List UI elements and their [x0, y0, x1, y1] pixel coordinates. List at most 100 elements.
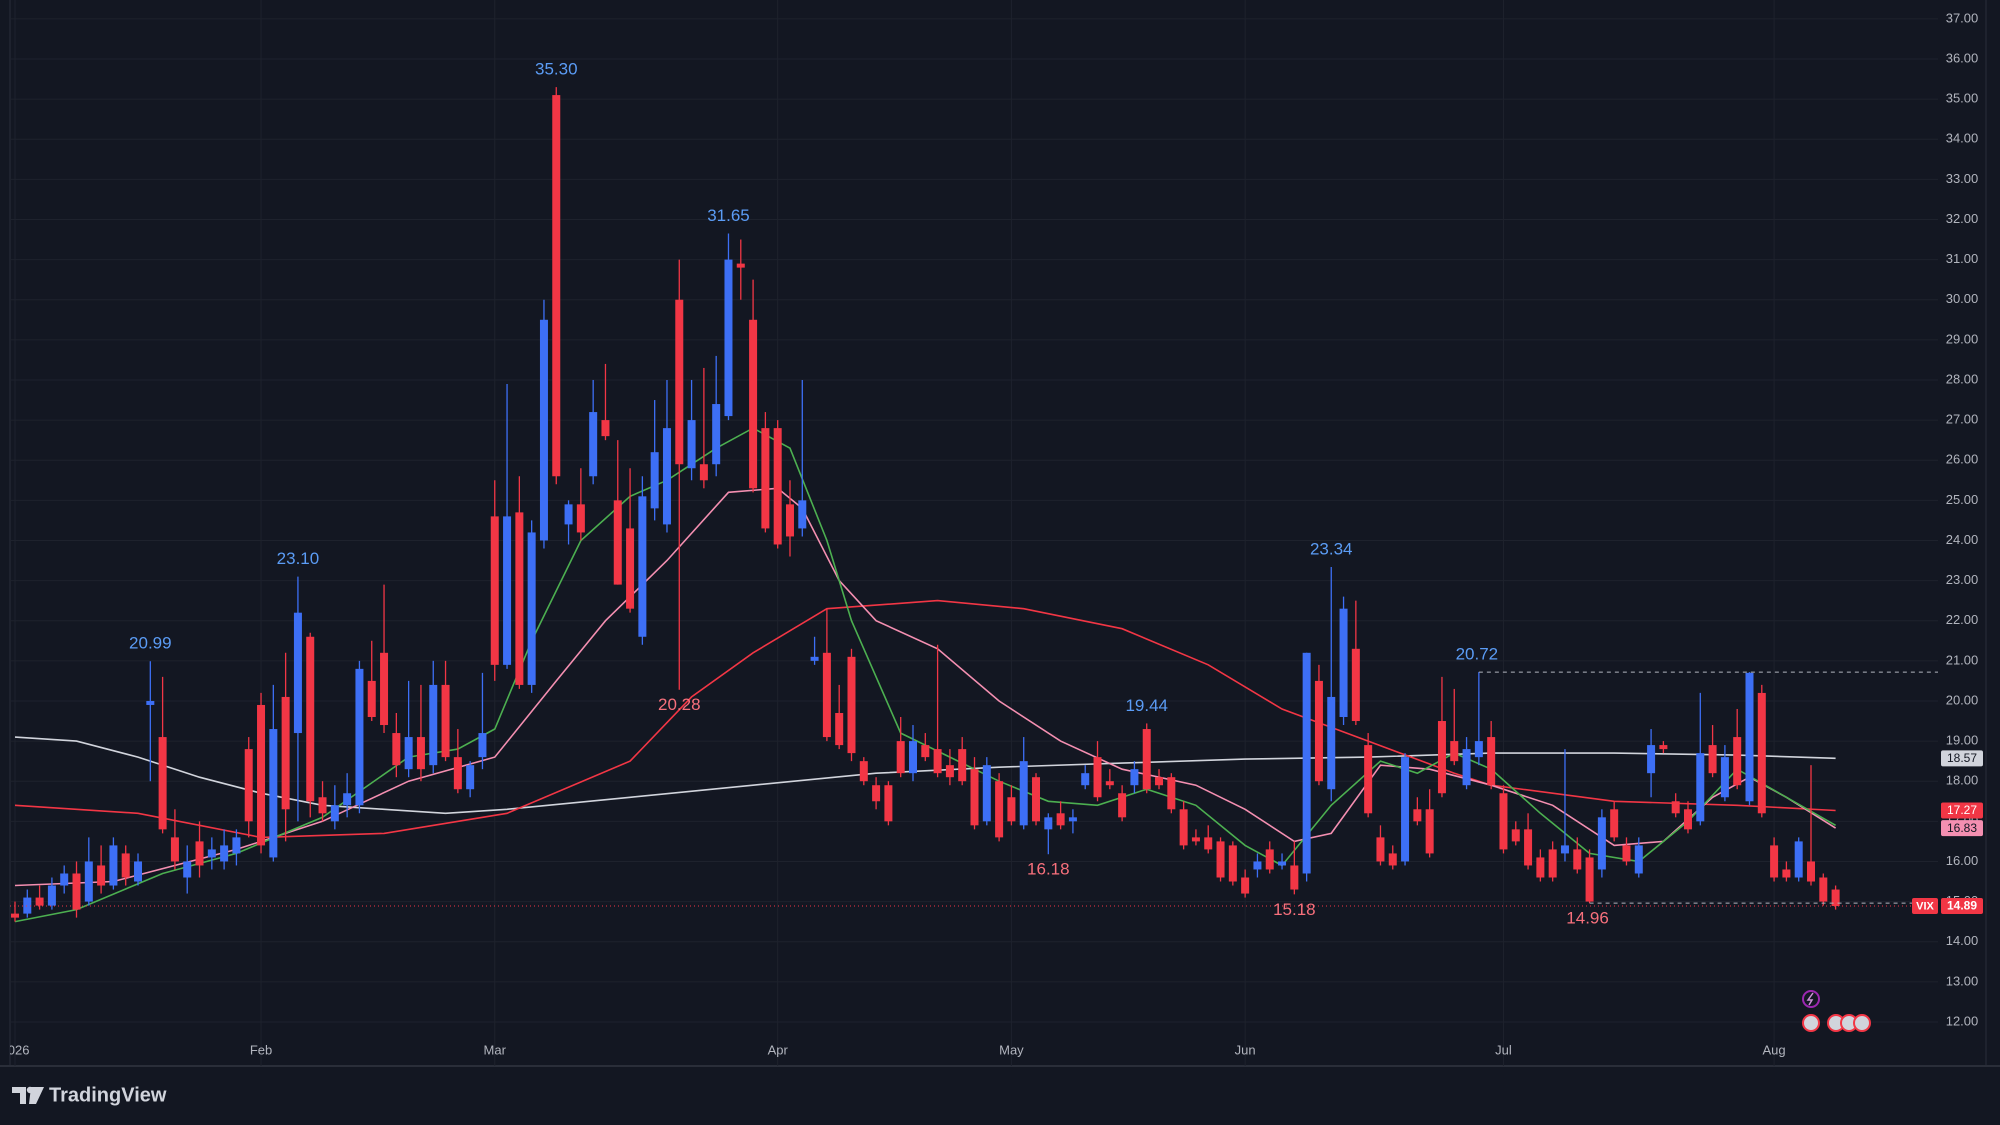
y-tick-label: 25.00	[1946, 492, 1979, 507]
candle-body	[72, 873, 81, 910]
candle-body	[404, 737, 413, 770]
candle-body	[576, 504, 585, 533]
candle-body	[1819, 877, 1828, 902]
candle-body	[158, 737, 167, 830]
axis-value-box	[1941, 802, 1983, 819]
y-tick-label: 26.00	[1946, 452, 1979, 467]
flash-icon[interactable]	[1802, 990, 1820, 1008]
moving-average-line	[14, 736, 1836, 815]
price-axis: 12.0013.0014.0015.0016.0017.0018.0019.00…	[1912, 10, 1983, 1028]
candle-body	[1757, 692, 1766, 814]
candle-body	[1130, 769, 1139, 786]
candle-body	[1105, 781, 1114, 786]
candle-body	[416, 737, 425, 770]
candle-body	[453, 757, 462, 790]
last-price-box	[1941, 897, 1983, 914]
y-tick-label: 32.00	[1946, 211, 1979, 226]
extreme-label: 20.28	[658, 695, 701, 714]
candle-body	[380, 652, 389, 726]
candle-body	[662, 428, 671, 525]
candle-body	[552, 95, 561, 477]
candle-body	[1388, 853, 1397, 866]
candle-body	[1425, 809, 1434, 854]
candle-body	[945, 765, 954, 778]
extreme-label: 35.30	[535, 60, 578, 79]
candle-body	[1155, 777, 1164, 786]
candle-body	[109, 845, 118, 886]
extreme-label: 14.96	[1566, 909, 1609, 928]
candle-body	[1191, 837, 1200, 842]
candle-body	[293, 612, 302, 734]
candle-body	[1351, 648, 1360, 722]
candle-body	[146, 700, 155, 705]
candle-body	[1032, 777, 1041, 822]
candle-body	[1265, 849, 1274, 870]
candle-body	[1487, 737, 1496, 786]
candle-body	[982, 765, 991, 822]
candle-body	[1118, 793, 1127, 818]
candle-body	[1610, 809, 1619, 838]
candle-body	[1167, 777, 1176, 810]
event-icons	[1802, 990, 1871, 1032]
y-tick-label: 16.00	[1946, 853, 1979, 868]
candle-body	[1142, 729, 1151, 790]
candle-body	[1241, 877, 1250, 894]
candle-body	[47, 885, 56, 906]
candle-body	[626, 528, 635, 609]
candle-body	[958, 749, 967, 782]
candle-body	[183, 861, 192, 878]
candle-body	[1019, 761, 1028, 826]
candle-body	[1216, 841, 1225, 878]
candle-body	[490, 516, 499, 665]
candle-body	[429, 684, 438, 766]
candle-body	[134, 861, 143, 882]
candle-body	[330, 805, 339, 822]
candle-body	[84, 861, 93, 902]
candle-body	[306, 636, 315, 802]
flag-icon[interactable]	[1853, 1014, 1871, 1032]
candle-body	[515, 512, 524, 685]
candle-body	[1081, 773, 1090, 786]
candle-body	[933, 749, 942, 774]
candle-body	[589, 412, 598, 477]
candle-body	[1228, 845, 1237, 882]
candle-body	[970, 769, 979, 826]
y-tick-label: 37.00	[1946, 10, 1979, 25]
flag-icon[interactable]	[1802, 1014, 1820, 1032]
candle-body	[724, 259, 733, 417]
brand-logo[interactable]: TradingView	[12, 1084, 167, 1106]
candle-body	[650, 452, 659, 509]
candle-body	[1745, 672, 1754, 802]
candle-body	[1093, 757, 1102, 798]
y-tick-label: 18.00	[1946, 773, 1979, 788]
candle-body	[1204, 837, 1213, 850]
candle-body	[613, 500, 622, 585]
candle-body	[1044, 817, 1053, 830]
extreme-label: 23.10	[277, 549, 320, 568]
candle-body	[1314, 680, 1323, 782]
candle-body	[257, 704, 266, 846]
candle-body	[23, 897, 32, 914]
last-price-label: 14.89	[1947, 899, 1977, 913]
candle-body	[1720, 757, 1729, 798]
candle-body	[1253, 861, 1262, 870]
candle-body	[1536, 857, 1545, 878]
candle-body	[1622, 845, 1631, 862]
y-tick-label: 13.00	[1946, 973, 1979, 988]
flash-glyph	[1806, 992, 1814, 1006]
logo-icon	[12, 1087, 44, 1104]
candle-body	[1671, 801, 1680, 814]
x-tick-label: Jun	[1235, 1042, 1256, 1057]
candle-body	[170, 837, 179, 862]
candle-body	[1499, 793, 1508, 850]
x-tick-label: Apr	[768, 1042, 789, 1057]
candle-body	[1278, 861, 1287, 866]
y-tick-label: 24.00	[1946, 532, 1979, 547]
x-tick-label: Jul	[1495, 1042, 1512, 1057]
candle-body	[1364, 745, 1373, 814]
candle-body	[1683, 809, 1692, 830]
y-tick-label: 28.00	[1946, 371, 1979, 386]
candle-body	[1413, 809, 1422, 822]
candle-body	[35, 897, 44, 906]
